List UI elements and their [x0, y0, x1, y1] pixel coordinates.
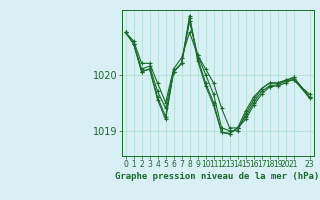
X-axis label: Graphe pression niveau de la mer (hPa): Graphe pression niveau de la mer (hPa) — [116, 172, 320, 181]
